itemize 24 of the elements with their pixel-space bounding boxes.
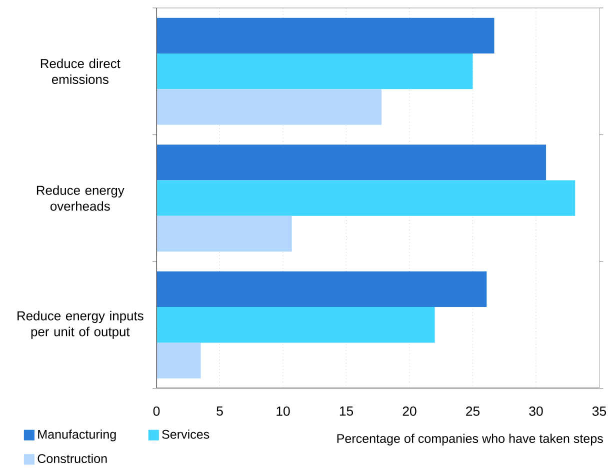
- bar: [156, 53, 473, 89]
- bar: [156, 306, 435, 342]
- x-tick-label: 30: [529, 406, 543, 416]
- x-tick-label: 0: [153, 406, 160, 416]
- bar: [156, 271, 487, 307]
- legend-label: Services: [162, 429, 210, 439]
- x-axis-title: Percentage of companies who have taken steps: [337, 434, 603, 446]
- x-tick-label: 20: [402, 406, 416, 416]
- x-tick-label: 25: [466, 406, 480, 416]
- bar: [156, 144, 546, 180]
- x-tick-label: 5: [216, 406, 223, 416]
- bar: [156, 216, 292, 252]
- legend-label: Construction: [38, 454, 107, 463]
- x-tick-label: 35: [592, 406, 606, 416]
- bar: [156, 88, 382, 125]
- x-tick-label: 15: [340, 406, 354, 416]
- x-tick-label: 10: [276, 406, 290, 416]
- y-tick-label: Reduce energy overheads: [36, 185, 124, 211]
- bar: [156, 18, 494, 54]
- y-tick-label: Reduce energy inputs per unit of output: [18, 310, 144, 339]
- y-tick-label: Reduce direct emissions: [40, 58, 120, 84]
- bar: [156, 342, 201, 378]
- bar: [156, 180, 576, 216]
- legend-label: Manufacturing: [38, 429, 116, 442]
